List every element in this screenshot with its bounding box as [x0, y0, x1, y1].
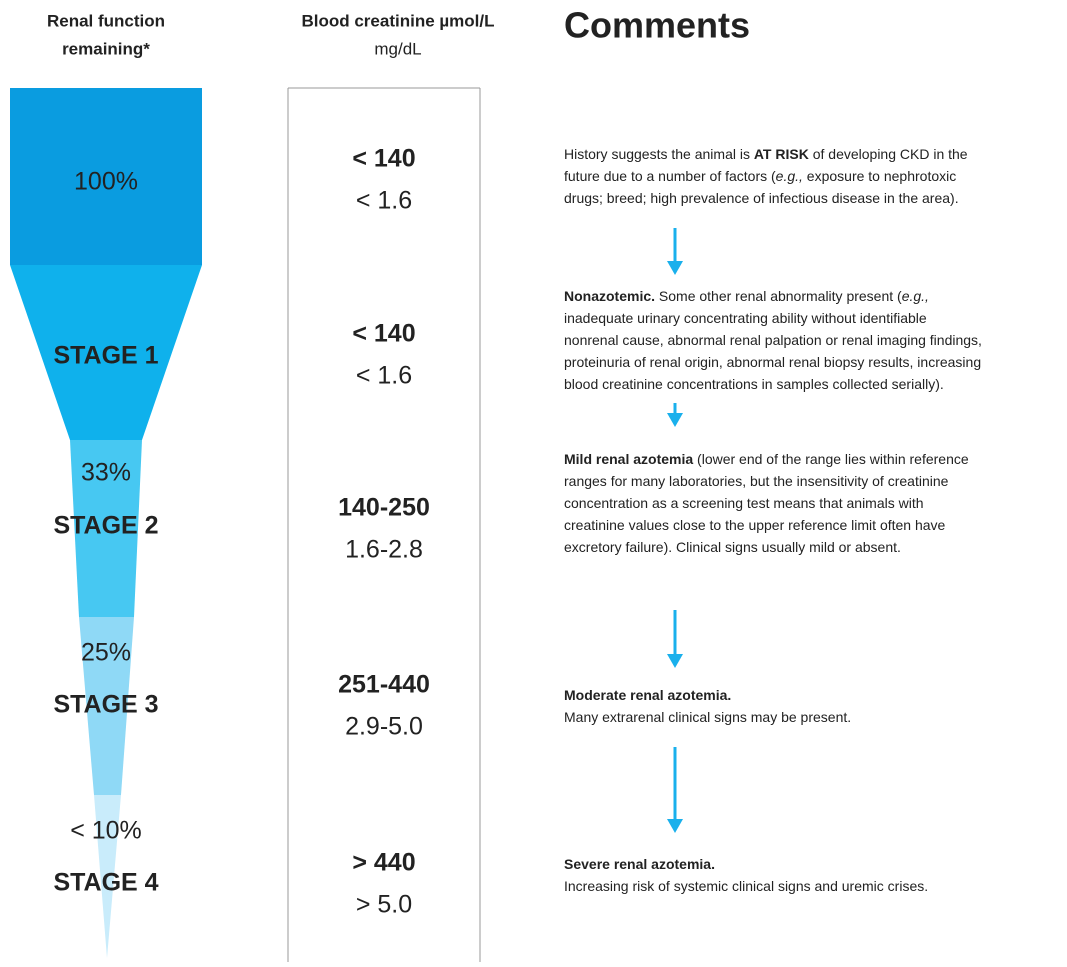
comment-text: exposure to nephrotoxic	[803, 168, 956, 184]
funnel-segment	[94, 795, 121, 958]
comment-text: Many extrarenal clinical signs may be pr…	[564, 709, 851, 725]
header: Blood creatinine µmol/L	[301, 11, 494, 30]
comment-text: excretory failure). Clinical signs usual…	[564, 539, 901, 555]
comment-bold: AT RISK	[754, 146, 809, 162]
comment-line: History suggests the animal is AT RISK o…	[564, 146, 968, 162]
funnel-label: STAGE 3	[53, 691, 158, 719]
arrow-head	[667, 654, 683, 668]
creatinine-mg: 1.6-2.8	[345, 536, 423, 564]
comment-line: inadequate urinary concentrating ability…	[564, 310, 927, 326]
comment-line: Mild renal azotemia (lower end of the ra…	[564, 451, 969, 467]
comment-text: creatinine values close to the upper ref…	[564, 517, 946, 533]
header: Renal function	[47, 11, 165, 30]
comment-bold: Mild renal azotemia	[564, 451, 693, 467]
funnel	[10, 88, 202, 958]
comment-line: concentration as a screening test means …	[564, 495, 924, 511]
arrow-head	[667, 819, 683, 833]
comment-text: proteinuria of renal origin, abnormal re…	[564, 354, 981, 370]
creatinine-umol: < 140	[352, 145, 415, 173]
comment-line: proteinuria of renal origin, abnormal re…	[564, 354, 981, 370]
comment-line: Increasing risk of systemic clinical sig…	[564, 878, 928, 894]
header: Comments	[564, 5, 750, 46]
creatinine-mg: < 1.6	[356, 362, 412, 390]
comment-text: nonrenal cause, abnormal renal palpation…	[564, 332, 982, 348]
comment-line: Many extrarenal clinical signs may be pr…	[564, 709, 851, 725]
funnel-label: 100%	[74, 168, 138, 196]
creatinine-umol: < 140	[352, 320, 415, 348]
comment-text: future due to a number of factors (	[564, 168, 776, 184]
creatinine-umol: 140-250	[338, 494, 430, 522]
funnel-label: STAGE 4	[53, 869, 158, 897]
comment-text: Increasing risk of systemic clinical sig…	[564, 878, 928, 894]
comment-text: of developing CKD in the	[809, 146, 968, 162]
comment-line: blood creatinine concentrations in sampl…	[564, 376, 944, 392]
funnel-pct: < 10%	[70, 817, 142, 845]
comment-text: concentration as a screening test means …	[564, 495, 924, 511]
creatinine-umol: 251-440	[338, 671, 430, 699]
comment-line: drugs; breed; high prevalence of infecti…	[564, 190, 959, 206]
funnel-label: STAGE 2	[53, 512, 158, 540]
funnel-pct: 33%	[81, 459, 131, 487]
creatinine-mg: 2.9-5.0	[345, 713, 423, 741]
creatinine-mg: > 5.0	[356, 891, 412, 919]
comment-line: Moderate renal azotemia.	[564, 687, 731, 703]
comment-text: (lower end of the range lies within refe…	[693, 451, 969, 467]
comment-bold: Severe renal azotemia.	[564, 856, 715, 872]
creatinine-umol: > 440	[352, 849, 415, 877]
funnel-label: STAGE 1	[53, 342, 158, 370]
comment-line: Severe renal azotemia.	[564, 856, 715, 872]
comment-line: future due to a number of factors (e.g.,…	[564, 168, 956, 184]
comment-text: inadequate urinary concentrating ability…	[564, 310, 927, 326]
comment-text: Some other renal abnormality present (	[655, 288, 902, 304]
comment-line: Nonazotemic. Some other renal abnormalit…	[564, 288, 929, 304]
arrow-head	[667, 261, 683, 275]
funnel-segment	[79, 617, 134, 795]
comment-bold: Moderate renal azotemia.	[564, 687, 731, 703]
creatinine-mg: < 1.6	[356, 187, 412, 215]
comment-text: blood creatinine concentrations in sampl…	[564, 376, 944, 392]
funnel-pct: 25%	[81, 639, 131, 667]
funnel-segment	[70, 440, 142, 617]
comment-bold: Nonazotemic.	[564, 288, 655, 304]
comment-text: drugs; breed; high prevalence of infecti…	[564, 190, 959, 206]
comment-text: ranges for many laboratories, but the in…	[564, 473, 949, 489]
creatinine-box	[287, 87, 481, 962]
comment-line: excretory failure). Clinical signs usual…	[564, 539, 901, 555]
header-unit: mg/dL	[374, 39, 421, 58]
comment-text: History suggests the animal is	[564, 146, 754, 162]
comment-line: nonrenal cause, abnormal renal palpation…	[564, 332, 982, 348]
funnel-segment	[10, 265, 202, 440]
comment-italic: e.g.,	[902, 288, 929, 304]
funnel-segment	[10, 88, 202, 265]
comment-italic: e.g.,	[776, 168, 803, 184]
comment-line: creatinine values close to the upper ref…	[564, 517, 946, 533]
arrow-head	[667, 413, 683, 427]
comment-line: ranges for many laboratories, but the in…	[564, 473, 949, 489]
header: remaining*	[62, 39, 150, 58]
